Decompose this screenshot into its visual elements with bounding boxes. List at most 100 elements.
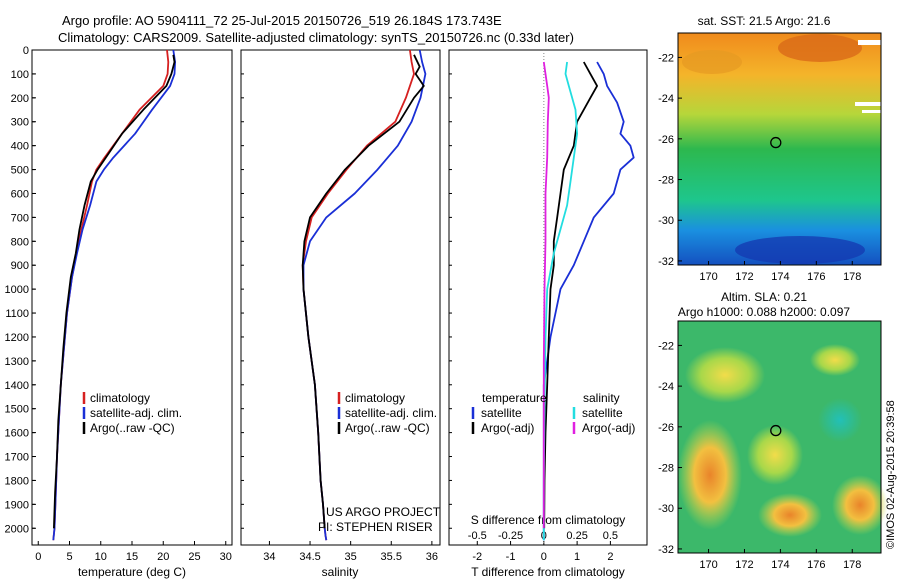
difference-legend: temperature satellite Argo(-adj) salinit…	[471, 391, 635, 435]
temperature-legend: climatology satellite-adj. clim. Argo(..…	[82, 391, 182, 435]
series-line-argo-adj-	[543, 61, 598, 529]
depth-tick-label: 1700	[5, 452, 29, 464]
map-x-tick-label: 172	[735, 559, 753, 571]
x-tick-label: 35.5	[381, 551, 402, 563]
sla-map-frame	[677, 320, 882, 554]
legend-label-argo: Argo(..raw -QC)	[345, 421, 430, 435]
sst-cold-patch	[735, 236, 865, 264]
figure-title-line1: Argo profile: AO 5904111_72 25-Jul-2015 …	[62, 13, 502, 28]
series-line-salinity-argo-adj-	[542, 61, 550, 529]
s-tick-label: 0.25	[566, 530, 587, 542]
depth-tick-label: 900	[11, 260, 29, 272]
depth-tick-label: 1000	[5, 284, 29, 296]
map-y-tick-label: -26	[658, 134, 674, 146]
x-tick-label: 2	[607, 551, 613, 563]
depth-tick-label: 1200	[5, 332, 29, 344]
map-x-tick-label: 176	[807, 271, 825, 283]
series-line-satellite	[542, 61, 635, 541]
depth-tick-label: 1800	[5, 475, 29, 487]
x-tick-label: 25	[188, 551, 200, 563]
series-line-satellite-adj-clim-	[52, 49, 177, 541]
map-y-tick-label: -24	[658, 381, 674, 393]
depth-tick-label: 500	[11, 165, 29, 177]
map-y-tick-label: -28	[658, 463, 674, 475]
series-line-argo-raw-qc-	[53, 54, 176, 529]
legend-label-satellite-adj: satellite-adj. clim.	[345, 406, 437, 420]
x-tick-label: 30	[220, 551, 232, 563]
sla-high-patch	[832, 475, 888, 535]
x-tick-label: 10	[95, 551, 107, 563]
depth-tick-label: 800	[11, 236, 29, 248]
map-y-tick-label: -26	[658, 422, 674, 434]
legend-label-t-satellite: satellite	[481, 406, 522, 420]
salinity-legend: climatology satellite-adj. clim. Argo(..…	[337, 391, 437, 435]
sst-map-frame	[677, 32, 882, 266]
temperature-profiles	[52, 49, 177, 541]
map-x-tick-label: 170	[699, 559, 717, 571]
legend-title-temperature: temperature	[482, 391, 547, 405]
legend-label-climatology: climatology	[345, 391, 405, 405]
depth-tick-label: 2000	[5, 523, 29, 535]
figure-title-line2: Climatology: CARS2009. Satellite-adjuste…	[58, 30, 574, 45]
depth-tick-label: 100	[11, 69, 29, 81]
map-y-tick-label: -30	[658, 215, 674, 227]
sst-warm-patch	[778, 34, 862, 62]
x-tick-label: -1	[506, 551, 516, 563]
series-line-satellite-adj-clim-	[302, 49, 427, 541]
map-y-tick-label: -32	[658, 256, 674, 268]
x-tick-label: 20	[157, 551, 169, 563]
pi-label: PI: STEPHEN RISER	[318, 520, 433, 534]
depth-tick-label: 1600	[5, 428, 29, 440]
depth-tick-label: 1400	[5, 380, 29, 392]
depth-tick-label: 300	[11, 117, 29, 129]
depth-tick-label: 1900	[5, 499, 29, 511]
sla-map	[677, 320, 888, 554]
map-y-tick-label: -22	[658, 52, 674, 64]
sst-map	[677, 32, 882, 266]
s-tick-label: -0.25	[498, 530, 523, 542]
map-x-tick-label: 178	[843, 559, 861, 571]
depth-tick-label: 0	[23, 45, 29, 57]
series-line-climatology	[52, 49, 170, 541]
x-tick-label: 36	[426, 551, 438, 563]
map-x-tick-label: 176	[807, 559, 825, 571]
depth-tick-label: 1500	[5, 404, 29, 416]
temperature-axis-label: temperature (deg C)	[78, 565, 186, 579]
t-difference-axis-label: T difference from climatology	[471, 565, 625, 579]
legend-label-s-satellite: satellite	[582, 406, 623, 420]
sla-map-title-line2: Argo h1000: 0.088 h2000: 0.097	[678, 305, 850, 319]
copyright-stamp: ©IMOS 02-Aug-2015 20:39:58	[885, 400, 897, 549]
sst-missing-data	[858, 40, 881, 45]
salinity-profiles	[301, 49, 427, 541]
legend-label-s-argo: Argo(-adj)	[582, 421, 635, 435]
map-x-tick-label: 174	[771, 559, 789, 571]
sla-map-title-line1: Altim. SLA: 0.21	[721, 290, 807, 304]
depth-axis: 0 100 200 300 400 500 600 700 800 900 1000 1100 1200…	[5, 45, 36, 535]
sla-high-patch	[678, 420, 742, 530]
salinity-axis-label: salinity	[322, 565, 359, 579]
sla-high-patch	[758, 493, 822, 537]
map-x-tick-label: 172	[735, 271, 753, 283]
sla-high-patch	[685, 347, 765, 403]
sla-high-patch	[747, 425, 803, 485]
x-tick-label: -2	[472, 551, 482, 563]
sla-high-patch	[810, 344, 860, 376]
series-line-salinity-satellite	[542, 61, 578, 541]
s-tick-label: 0.5	[603, 530, 618, 542]
legend-label-argo: Argo(..raw -QC)	[90, 421, 175, 435]
depth-tick-label: 1300	[5, 356, 29, 368]
s-tick-label: -0.5	[468, 530, 487, 542]
x-tick-label: 5	[66, 551, 72, 563]
depth-tick-label: 1100	[5, 308, 29, 320]
x-tick-label: 1	[574, 551, 580, 563]
map-x-tick-label: 170	[699, 271, 717, 283]
sst-map-axes: 170 172 174 176 178 -22 -24 -26 -28 -30 -32	[658, 52, 861, 283]
sst-map-title: sat. SST: 21.5 Argo: 21.6	[698, 14, 831, 28]
sst-missing-data	[862, 110, 881, 113]
legend-label-climatology: climatology	[90, 391, 150, 405]
salinity-panel-frame	[240, 49, 441, 546]
x-tick-label: 35	[345, 551, 357, 563]
map-y-tick-label: -24	[658, 93, 674, 105]
legend-label-t-argo: Argo(-adj)	[481, 421, 534, 435]
